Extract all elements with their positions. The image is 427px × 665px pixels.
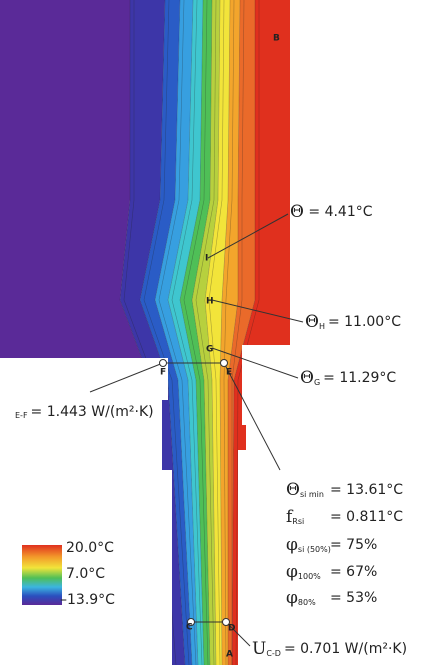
annotation: fRsi= 0.811°C xyxy=(286,507,403,527)
legend: 20.0°C 7.0°C –13.9°C xyxy=(22,540,115,608)
leader xyxy=(90,363,163,392)
annotation: Θsi min= 13.61°C xyxy=(286,480,403,500)
point-label: A xyxy=(226,650,233,660)
point-label: H xyxy=(206,297,214,307)
annotation: ΘH= 11.00°C xyxy=(305,312,401,332)
point-label: F xyxy=(160,368,166,378)
point-label: C xyxy=(186,623,193,633)
point-label: E xyxy=(226,368,232,378)
legend-gradient xyxy=(22,545,62,605)
legend-label: 7.0°C xyxy=(66,566,105,582)
annotation: ΘG= 11.29°C xyxy=(300,368,396,388)
legend-label: 20.0°C xyxy=(66,540,114,556)
point-label: D xyxy=(228,624,235,634)
annotation: φ100%= 67% xyxy=(286,562,377,582)
point-label: I xyxy=(205,254,208,264)
annotation: φ80%= 53% xyxy=(286,588,377,608)
annotation: Θ = 4.41°C xyxy=(290,202,373,222)
legend-label: –13.9°C xyxy=(60,592,115,608)
annotation: φsi (50%)= 75% xyxy=(286,535,377,555)
point-marker xyxy=(221,360,228,367)
thermal-diagram: B I H G F E C D A Θ = 4.41°C ΘH= 11.00°C… xyxy=(0,0,427,665)
point-label: G xyxy=(206,345,213,355)
annotation: E-F= 1.443 W/(m²·K) xyxy=(15,404,154,420)
annotation: UC-D= 0.701 W/(m²·K) xyxy=(252,639,407,659)
point-marker xyxy=(160,360,167,367)
point-label: B xyxy=(273,34,280,44)
